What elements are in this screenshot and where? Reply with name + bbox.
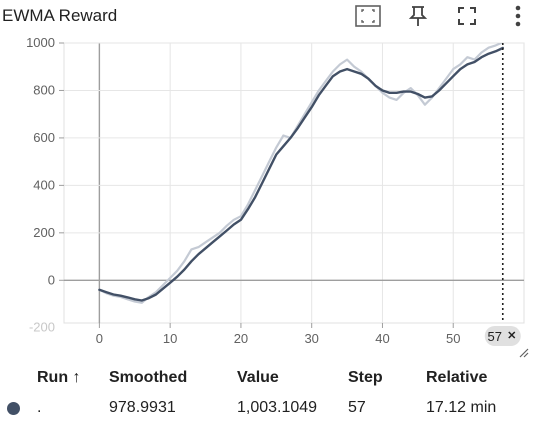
axes bbox=[59, 42, 454, 328]
line-chart[interactable]: 57 0 10 20 30 40 50 -200 0 200 400 600 800 1000 bbox=[0, 34, 536, 364]
y-tick-label: 600 bbox=[33, 130, 55, 145]
x-tick-label: 50 bbox=[446, 331, 460, 346]
series-line-value bbox=[98, 43, 504, 304]
data-table: Run ↑ Smoothed Value Step Relative . 978… bbox=[0, 364, 536, 426]
plot-frame bbox=[63, 42, 525, 324]
x-tick-label: 40 bbox=[375, 331, 389, 346]
fullscreen-button[interactable] bbox=[454, 4, 480, 28]
y-tick-label: 0 bbox=[48, 272, 55, 287]
pin-icon bbox=[408, 6, 428, 26]
more-options-button[interactable] bbox=[505, 4, 531, 28]
series-group bbox=[98, 43, 504, 304]
cell-step: 57 bbox=[348, 399, 366, 416]
x-tick-label: 20 bbox=[234, 331, 248, 346]
cell-run: . bbox=[37, 399, 42, 416]
header-step[interactable]: Step bbox=[348, 369, 383, 386]
cursor-step-label: 57 bbox=[488, 329, 502, 344]
close-icon[interactable] bbox=[508, 331, 516, 339]
resize-handle-icon[interactable] bbox=[519, 348, 529, 358]
card-header: EWMA Reward bbox=[0, 0, 536, 34]
y-tick-label: -200 bbox=[29, 320, 55, 335]
more-vert-icon bbox=[515, 5, 521, 27]
chart-title: EWMA Reward bbox=[2, 6, 118, 25]
x-tick-label: 0 bbox=[96, 331, 103, 346]
header-relative[interactable]: Relative bbox=[426, 369, 488, 386]
cursor-chip-bg bbox=[484, 326, 521, 346]
x-tick-label: 10 bbox=[163, 331, 177, 346]
cursor-chip[interactable]: 57 bbox=[484, 326, 521, 346]
x-tick-label: 30 bbox=[304, 331, 318, 346]
pin-button[interactable] bbox=[405, 4, 431, 28]
chart-area[interactable]: 57 0 10 20 30 40 50 -200 0 200 400 600 800 1000 bbox=[0, 34, 536, 364]
header-value[interactable]: Value bbox=[237, 369, 279, 386]
grid bbox=[63, 42, 525, 324]
header-smoothed[interactable]: Smoothed bbox=[109, 369, 188, 386]
fit-domain-button[interactable] bbox=[355, 4, 381, 28]
cell-value: 1,003.1049 bbox=[237, 399, 318, 416]
series-line-smoothed bbox=[98, 46, 504, 302]
y-tick-label: 200 bbox=[33, 225, 55, 240]
run-color-dot bbox=[7, 402, 20, 415]
y-tick-label: 1000 bbox=[26, 35, 55, 50]
fit-domain-icon bbox=[355, 5, 381, 27]
y-tick-label: 400 bbox=[33, 177, 55, 192]
cell-smoothed: 978.9931 bbox=[109, 399, 176, 416]
cursor-group: 57 bbox=[484, 43, 529, 358]
cell-relative: 17.12 min bbox=[426, 399, 497, 416]
fullscreen-icon bbox=[458, 7, 476, 25]
header-run[interactable]: Run ↑ bbox=[37, 369, 81, 386]
y-tick-label: 800 bbox=[33, 82, 55, 97]
tick-labels: 0 10 20 30 40 50 -200 0 200 400 600 800 1000 bbox=[26, 35, 460, 346]
